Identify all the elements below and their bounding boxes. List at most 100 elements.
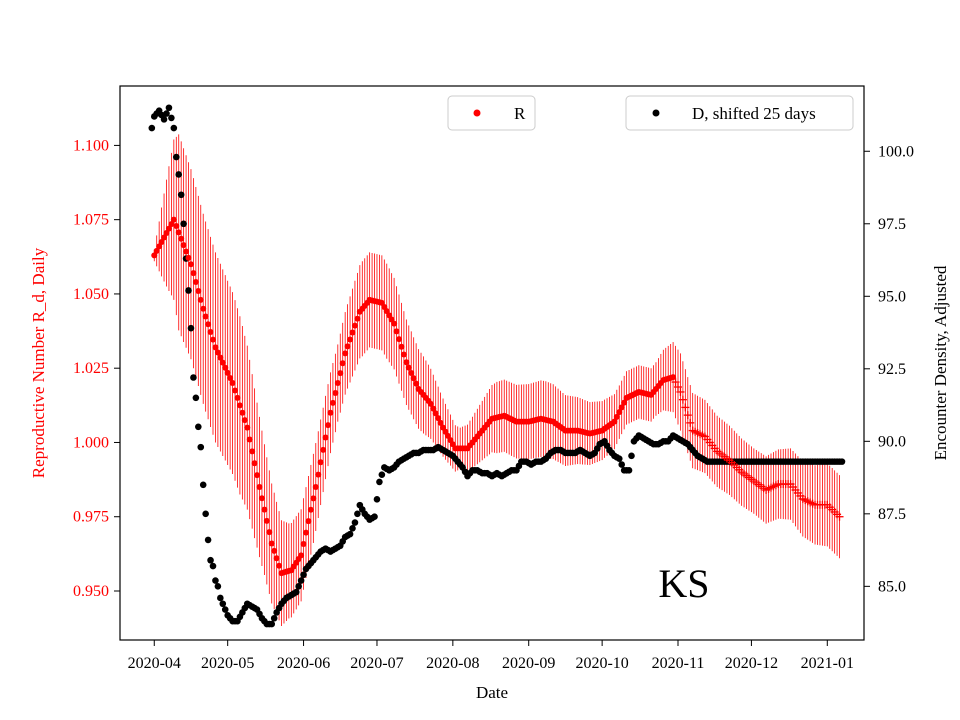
r-point	[396, 336, 402, 343]
x-tick-label: 2020-05	[201, 655, 254, 672]
r-point	[398, 343, 405, 350]
r-point	[344, 343, 351, 350]
r-point	[180, 242, 187, 249]
d-point	[148, 124, 156, 132]
r-point	[217, 354, 224, 361]
right-y-tick-label: 95.0	[878, 288, 906, 305]
r-point	[307, 506, 314, 513]
x-axis: 2020-04 2020-05 2020-06 2020-07 2020-08 2020-…	[128, 640, 854, 672]
left-y-tick-label: 1.050	[73, 286, 109, 303]
r-point	[241, 417, 248, 424]
r-point	[254, 472, 261, 479]
x-tick-label: 2020-09	[502, 655, 555, 672]
r-point	[151, 252, 158, 259]
r-point	[244, 424, 251, 431]
right-y-tick-label: 100.0	[878, 143, 914, 160]
r-point	[271, 547, 278, 554]
r-point	[273, 555, 280, 562]
r-point	[310, 495, 317, 502]
r-point	[351, 322, 358, 329]
r-point	[405, 364, 412, 371]
r-point	[261, 506, 268, 513]
state-label: KS	[658, 561, 709, 606]
legend-d: D, shifted 25 days	[625, 95, 854, 131]
d-point	[297, 577, 305, 584]
r-point-plus	[835, 512, 844, 521]
d-point	[168, 114, 175, 122]
r-point	[391, 320, 398, 327]
left-y-axis: 0.950 0.975 1.000 1.025 1.050 1.075 1.100	[73, 137, 120, 600]
r-point	[222, 364, 229, 371]
d-point	[378, 471, 386, 478]
r-point	[305, 518, 312, 525]
r-point	[205, 321, 212, 328]
r-point	[249, 448, 256, 455]
d-point	[628, 452, 635, 460]
d-point	[160, 116, 168, 123]
r-point	[322, 434, 329, 441]
d-point	[192, 394, 200, 402]
r-point	[210, 336, 216, 343]
d-point	[197, 443, 205, 451]
r-point	[613, 413, 620, 420]
d-point	[270, 614, 278, 622]
d-point	[202, 510, 209, 518]
d-point	[214, 583, 222, 590]
d-point	[346, 530, 354, 538]
r-point	[337, 370, 344, 377]
r-point	[236, 402, 243, 409]
r-point	[334, 380, 341, 387]
left-y-tick-label: 1.000	[73, 434, 109, 451]
r-point	[175, 229, 182, 236]
d-point	[221, 606, 229, 613]
r-point	[413, 380, 420, 387]
right-y-tick-label: 85.0	[878, 578, 906, 595]
r-point-plus	[683, 411, 692, 420]
x-tick-label: 2020-10	[575, 655, 628, 672]
d-point	[373, 496, 381, 503]
r-point	[173, 223, 180, 230]
d-point	[618, 461, 626, 468]
d-point	[175, 171, 183, 178]
r-point	[298, 552, 305, 559]
d-point	[371, 513, 378, 521]
r-point	[339, 360, 346, 367]
d-point	[217, 594, 224, 602]
d-point	[219, 600, 227, 608]
r-point	[156, 243, 163, 250]
r-point	[618, 404, 625, 411]
r-point	[317, 459, 324, 466]
d-point	[199, 481, 207, 489]
r-point-plus	[681, 403, 690, 412]
r-point	[268, 540, 275, 547]
r-point-plus	[671, 378, 680, 387]
r-point	[266, 529, 273, 536]
d-point	[300, 571, 307, 579]
left-y-tick-label: 1.025	[73, 360, 109, 377]
r-point	[153, 247, 160, 254]
d-point	[185, 287, 192, 294]
r-point	[263, 517, 270, 524]
left-y-tick-label: 1.075	[73, 212, 109, 229]
r-point	[410, 375, 417, 382]
d-point	[376, 478, 383, 486]
d-point	[180, 220, 187, 228]
d-point	[209, 562, 217, 570]
r-point	[158, 238, 165, 245]
r-point	[276, 562, 283, 569]
r-point	[616, 409, 623, 416]
r-point-plus	[676, 387, 685, 396]
legend-r-box	[447, 95, 536, 131]
r-point-plus	[674, 383, 682, 392]
d-point	[170, 124, 178, 132]
r-point	[239, 409, 246, 416]
r-points-group	[151, 216, 844, 577]
d-point	[295, 583, 302, 590]
r-point	[303, 529, 309, 536]
legend-d-box	[625, 95, 854, 131]
d-point	[292, 588, 300, 596]
r-point	[403, 359, 410, 366]
d-point	[625, 467, 633, 474]
r-point	[347, 336, 354, 343]
r-point	[432, 410, 439, 417]
